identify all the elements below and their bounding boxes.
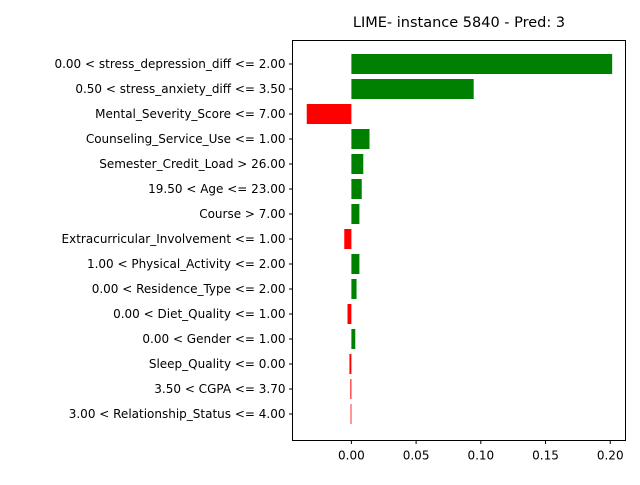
bar xyxy=(306,104,352,124)
bar xyxy=(344,229,352,249)
bars-layer xyxy=(306,54,613,424)
y-tick-label: 0.00 < Residence_Type <= 2.00 xyxy=(92,282,286,296)
y-tick-label: Semester_Credit_Load > 26.00 xyxy=(99,157,285,171)
bar xyxy=(351,54,613,74)
y-tick-label: 19.50 < Age <= 23.00 xyxy=(148,182,285,196)
bar xyxy=(350,404,352,424)
bar xyxy=(351,154,364,174)
y-tick-label: 3.50 < CGPA <= 3.70 xyxy=(154,382,285,396)
bar xyxy=(347,304,352,324)
y-tick-label: 0.00 < Diet_Quality <= 1.00 xyxy=(113,307,285,321)
y-tick-label: Course > 7.00 xyxy=(199,207,285,221)
y-tick-label: 0.00 < stress_depression_diff <= 2.00 xyxy=(54,57,285,71)
y-tick-label: 0.00 < Gender <= 1.00 xyxy=(142,332,285,346)
y-tick-label: 3.00 < Relationship_Status <= 4.00 xyxy=(69,407,286,421)
bar xyxy=(350,379,352,399)
y-tick-label: 1.00 < Physical_Activity <= 2.00 xyxy=(87,257,286,271)
x-tick-label: 0.00 xyxy=(338,449,365,463)
y-axis: 0.00 < stress_depression_diff <= 2.00 0.5… xyxy=(54,57,293,421)
bar xyxy=(351,129,370,149)
y-tick-label: Extracurricular_Involvement <= 1.00 xyxy=(62,232,286,246)
x-tick-label: 0.05 xyxy=(403,449,430,463)
plot-frame xyxy=(292,40,626,441)
bar xyxy=(351,279,357,299)
x-axis: 0.00 0.05 0.10 0.15 0.20 xyxy=(338,440,624,463)
bar xyxy=(351,204,360,224)
y-tick-label: 0.50 < stress_anxiety_diff <= 3.50 xyxy=(75,82,285,96)
x-tick-label: 0.15 xyxy=(532,449,559,463)
bar xyxy=(351,79,474,99)
bar xyxy=(351,179,362,199)
bar xyxy=(351,254,360,274)
y-tick-label: Mental_Severity_Score <= 7.00 xyxy=(95,107,285,121)
y-tick-label: Sleep_Quality <= 0.00 xyxy=(149,357,286,371)
x-tick-label: 0.20 xyxy=(597,449,624,463)
x-tick-label: 0.10 xyxy=(467,449,494,463)
y-tick-label: Counseling_Service_Use <= 1.00 xyxy=(86,132,286,146)
chart-title: LIME- instance 5840 - Pred: 3 xyxy=(353,15,565,31)
bar xyxy=(351,329,356,349)
bar xyxy=(349,354,352,374)
